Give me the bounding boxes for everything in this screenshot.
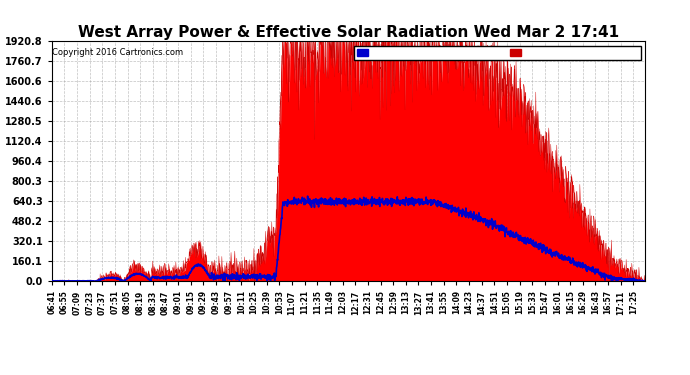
Text: Copyright 2016 Cartronics.com: Copyright 2016 Cartronics.com bbox=[52, 48, 184, 57]
Title: West Array Power & Effective Solar Radiation Wed Mar 2 17:41: West Array Power & Effective Solar Radia… bbox=[78, 25, 619, 40]
Legend: Radiation (Effective w/m2), West Array (DC Watts): Radiation (Effective w/m2), West Array (… bbox=[354, 46, 640, 60]
